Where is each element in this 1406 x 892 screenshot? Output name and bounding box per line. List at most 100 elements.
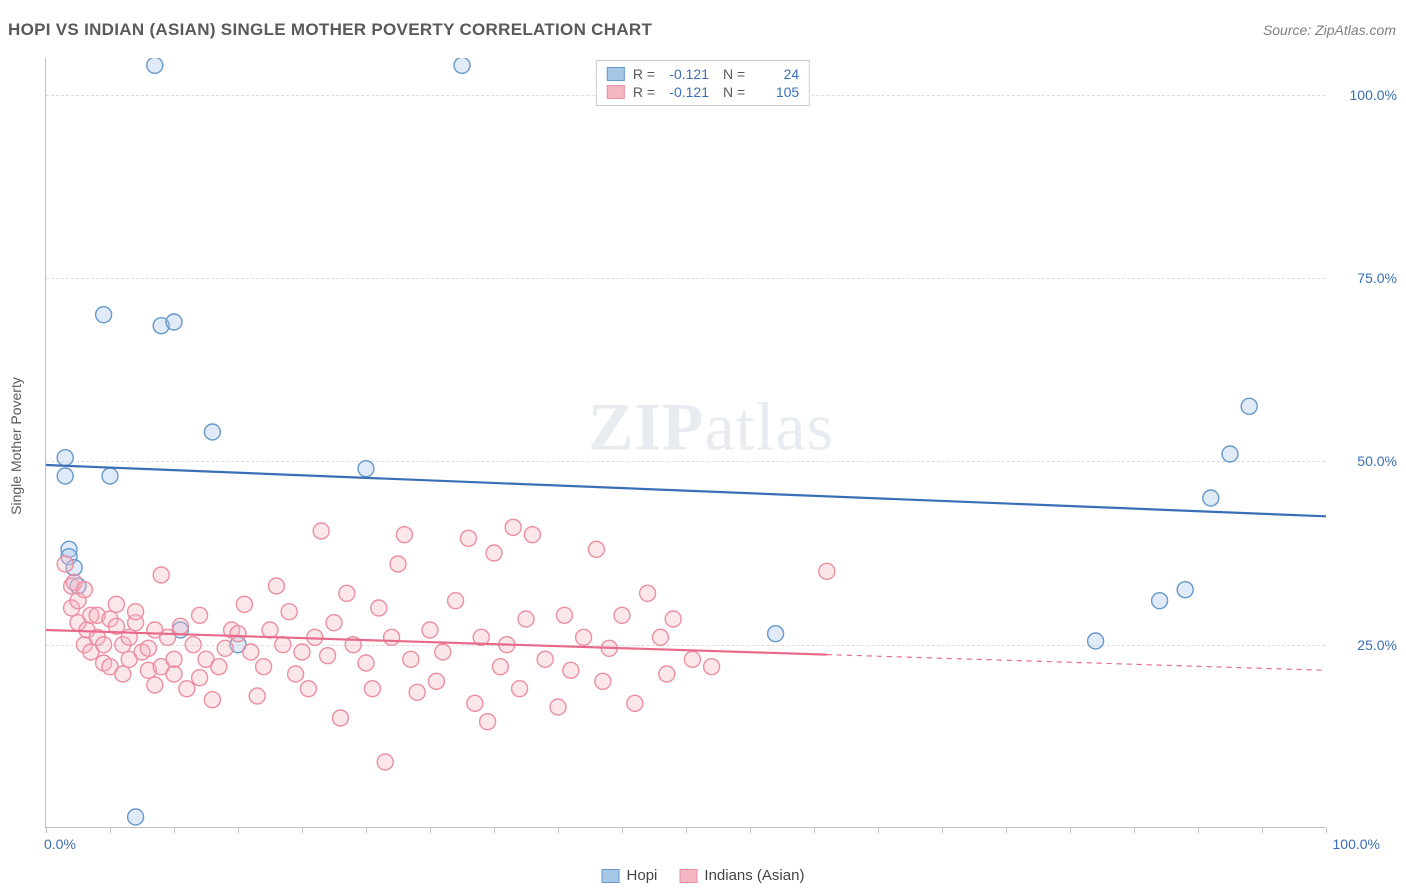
scatter-point-indian	[288, 666, 304, 682]
scatter-point-indian	[640, 585, 656, 601]
scatter-point-indian	[204, 692, 220, 708]
scatter-point-indian	[486, 545, 502, 561]
y-tick-label: 25.0%	[1357, 637, 1397, 653]
r-label: R =	[633, 84, 655, 100]
legend-stats-row-indian: R =-0.121N =105	[607, 83, 799, 101]
r-label: R =	[633, 66, 655, 82]
legend-swatch-indian	[679, 869, 697, 883]
scatter-point-indian	[172, 618, 188, 634]
scatter-point-hopi	[102, 468, 118, 484]
scatter-point-indian	[249, 688, 265, 704]
scatter-point-indian	[422, 622, 438, 638]
scatter-point-hopi	[57, 468, 73, 484]
scatter-point-indian	[409, 684, 425, 700]
legend-label: Hopi	[627, 867, 658, 884]
chart-title: HOPI VS INDIAN (ASIAN) SINGLE MOTHER POV…	[8, 20, 652, 40]
scatter-point-hopi	[1222, 446, 1238, 462]
scatter-point-indian	[332, 710, 348, 726]
regression-line-dashed-indian	[827, 655, 1326, 671]
r-value: -0.121	[663, 84, 709, 100]
scatter-point-indian	[339, 585, 355, 601]
scatter-point-indian	[256, 659, 272, 675]
scatter-point-indian	[512, 681, 528, 697]
scatter-point-indian	[140, 640, 156, 656]
scatter-point-indian	[147, 677, 163, 693]
scatter-point-indian	[563, 662, 579, 678]
x-axis-max-label: 100.0%	[1333, 836, 1380, 852]
scatter-point-indian	[179, 681, 195, 697]
scatter-point-indian	[76, 582, 92, 598]
scatter-point-indian	[281, 604, 297, 620]
scatter-point-indian	[480, 714, 496, 730]
scatter-point-hopi	[1241, 398, 1257, 414]
legend-series: Hopi Indians (Asian)	[602, 867, 805, 884]
scatter-point-indian	[588, 541, 604, 557]
scatter-point-indian	[371, 600, 387, 616]
scatter-point-hopi	[768, 626, 784, 642]
scatter-point-indian	[364, 681, 380, 697]
scatter-point-indian	[435, 644, 451, 660]
scatter-point-indian	[595, 673, 611, 689]
scatter-point-indian	[275, 637, 291, 653]
n-value: 105	[753, 84, 799, 100]
scatter-point-indian	[614, 607, 630, 623]
scatter-point-indian	[659, 666, 675, 682]
scatter-point-indian	[390, 556, 406, 572]
x-tick	[1326, 827, 1327, 833]
scatter-point-indian	[185, 637, 201, 653]
scatter-point-indian	[115, 666, 131, 682]
legend-swatch-indian	[607, 85, 625, 99]
scatter-point-indian	[320, 648, 336, 664]
scatter-point-indian	[627, 695, 643, 711]
scatter-point-indian	[313, 523, 329, 539]
y-tick-label: 100.0%	[1350, 87, 1397, 103]
scatter-point-indian	[684, 651, 700, 667]
scatter-point-indian	[108, 596, 124, 612]
scatter-point-hopi	[166, 314, 182, 330]
scatter-point-indian	[665, 611, 681, 627]
legend-stats: R =-0.121N =24R =-0.121N =105	[596, 60, 810, 106]
plot-area: ZIPatlas 25.0%50.0%75.0%100.0% 0.0% 100.…	[45, 58, 1325, 828]
scatter-point-indian	[505, 519, 521, 535]
legend-swatch-hopi	[602, 869, 620, 883]
y-axis-title: Single Mother Poverty	[8, 377, 24, 515]
scatter-point-hopi	[96, 307, 112, 323]
scatter-point-indian	[460, 530, 476, 546]
scatter-point-indian	[652, 629, 668, 645]
scatter-point-indian	[128, 604, 144, 620]
scatter-point-indian	[243, 644, 259, 660]
scatter-point-indian	[492, 659, 508, 675]
scatter-point-indian	[192, 670, 208, 686]
scatter-point-indian	[384, 629, 400, 645]
scatter-point-indian	[403, 651, 419, 667]
scatter-point-indian	[160, 629, 176, 645]
scatter-point-indian	[518, 611, 534, 627]
scatter-point-hopi	[1152, 593, 1168, 609]
regression-line-hopi	[46, 465, 1326, 516]
scatter-point-indian	[268, 578, 284, 594]
scatter-point-indian	[300, 681, 316, 697]
scatter-point-indian	[396, 527, 412, 543]
scatter-point-indian	[819, 563, 835, 579]
scatter-point-indian	[537, 651, 553, 667]
scatter-point-indian	[576, 629, 592, 645]
scatter-point-hopi	[1088, 633, 1104, 649]
legend-item-indian: Indians (Asian)	[679, 867, 804, 884]
scatter-point-indian	[550, 699, 566, 715]
legend-stats-row-hopi: R =-0.121N =24	[607, 65, 799, 83]
scatter-point-indian	[704, 659, 720, 675]
scatter-point-indian	[230, 626, 246, 642]
scatter-point-indian	[448, 593, 464, 609]
scatter-point-indian	[217, 640, 233, 656]
scatter-point-indian	[377, 754, 393, 770]
chart-container: HOPI VS INDIAN (ASIAN) SINGLE MOTHER POV…	[0, 0, 1406, 892]
scatter-point-indian	[236, 596, 252, 612]
scatter-point-indian	[556, 607, 572, 623]
scatter-point-indian	[192, 607, 208, 623]
scatter-point-indian	[166, 651, 182, 667]
scatter-point-hopi	[147, 58, 163, 73]
y-tick-label: 50.0%	[1357, 453, 1397, 469]
legend-label: Indians (Asian)	[704, 867, 804, 884]
scatter-point-hopi	[454, 58, 470, 73]
y-tick-label: 75.0%	[1357, 270, 1397, 286]
